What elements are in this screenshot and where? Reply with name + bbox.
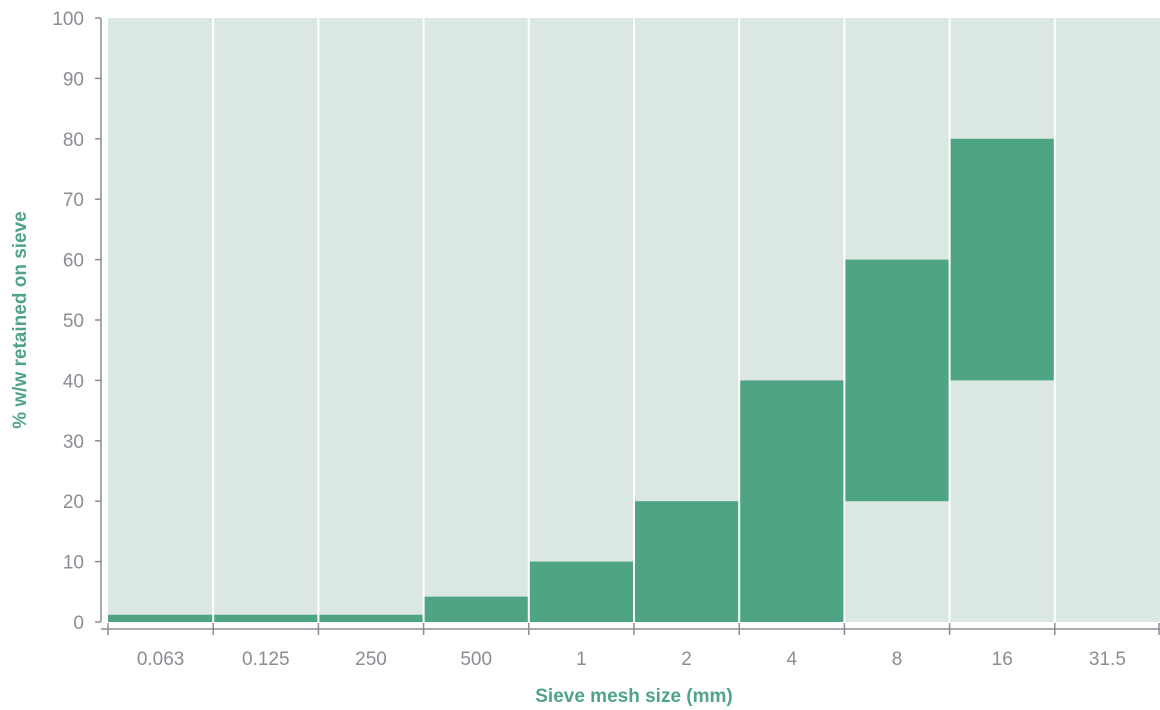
column-dividers bbox=[212, 18, 1056, 622]
x-tick-label-0.125: 0.125 bbox=[242, 649, 290, 670]
y-tick-label: 50 bbox=[63, 311, 84, 332]
x-axis-title: Sieve mesh size (mm) bbox=[535, 686, 732, 707]
y-axis: 0 10 20 30 40 50 60 70 80 90 100 bbox=[52, 9, 102, 634]
bar-8 bbox=[844, 259, 950, 502]
bars-layer bbox=[108, 138, 1055, 622]
x-tick-label-16: 16 bbox=[992, 649, 1013, 670]
y-tick-label: 40 bbox=[63, 371, 84, 392]
bar-1 bbox=[528, 561, 634, 622]
bar-0.063 bbox=[108, 614, 214, 622]
y-axis-title: % w/w retained on sieve bbox=[10, 211, 31, 429]
bar-2 bbox=[634, 501, 740, 622]
bar-0.125 bbox=[213, 614, 319, 622]
x-tick-label-500: 500 bbox=[460, 649, 492, 670]
y-tick-label: 0 bbox=[73, 613, 84, 634]
y-tick-label: 20 bbox=[63, 492, 84, 513]
x-tick-label-0.063: 0.063 bbox=[137, 649, 185, 670]
x-tick-label-8: 8 bbox=[892, 649, 903, 670]
x-tick-label-250: 250 bbox=[355, 649, 387, 670]
y-tick-label: 90 bbox=[63, 69, 84, 90]
y-tick-label: 10 bbox=[63, 553, 84, 574]
bar-4 bbox=[739, 380, 845, 622]
x-tick-label-31.5: 31.5 bbox=[1089, 649, 1126, 670]
x-tick-label-4: 4 bbox=[787, 649, 798, 670]
bar-500 bbox=[423, 596, 529, 622]
y-tick-label: 100 bbox=[52, 9, 84, 30]
y-tick-label: 80 bbox=[63, 130, 84, 151]
y-tick-label: 70 bbox=[63, 190, 84, 211]
bar-16 bbox=[949, 138, 1055, 381]
x-tick-label-1: 1 bbox=[576, 649, 587, 670]
bar-250 bbox=[318, 614, 424, 622]
y-tick-label: 30 bbox=[63, 432, 84, 453]
x-tick-label-2: 2 bbox=[681, 649, 692, 670]
y-tick-label: 60 bbox=[63, 251, 84, 272]
x-axis: 0.063 0.125 250 500 1 2 4 8 16 31.5 bbox=[101, 623, 1160, 670]
